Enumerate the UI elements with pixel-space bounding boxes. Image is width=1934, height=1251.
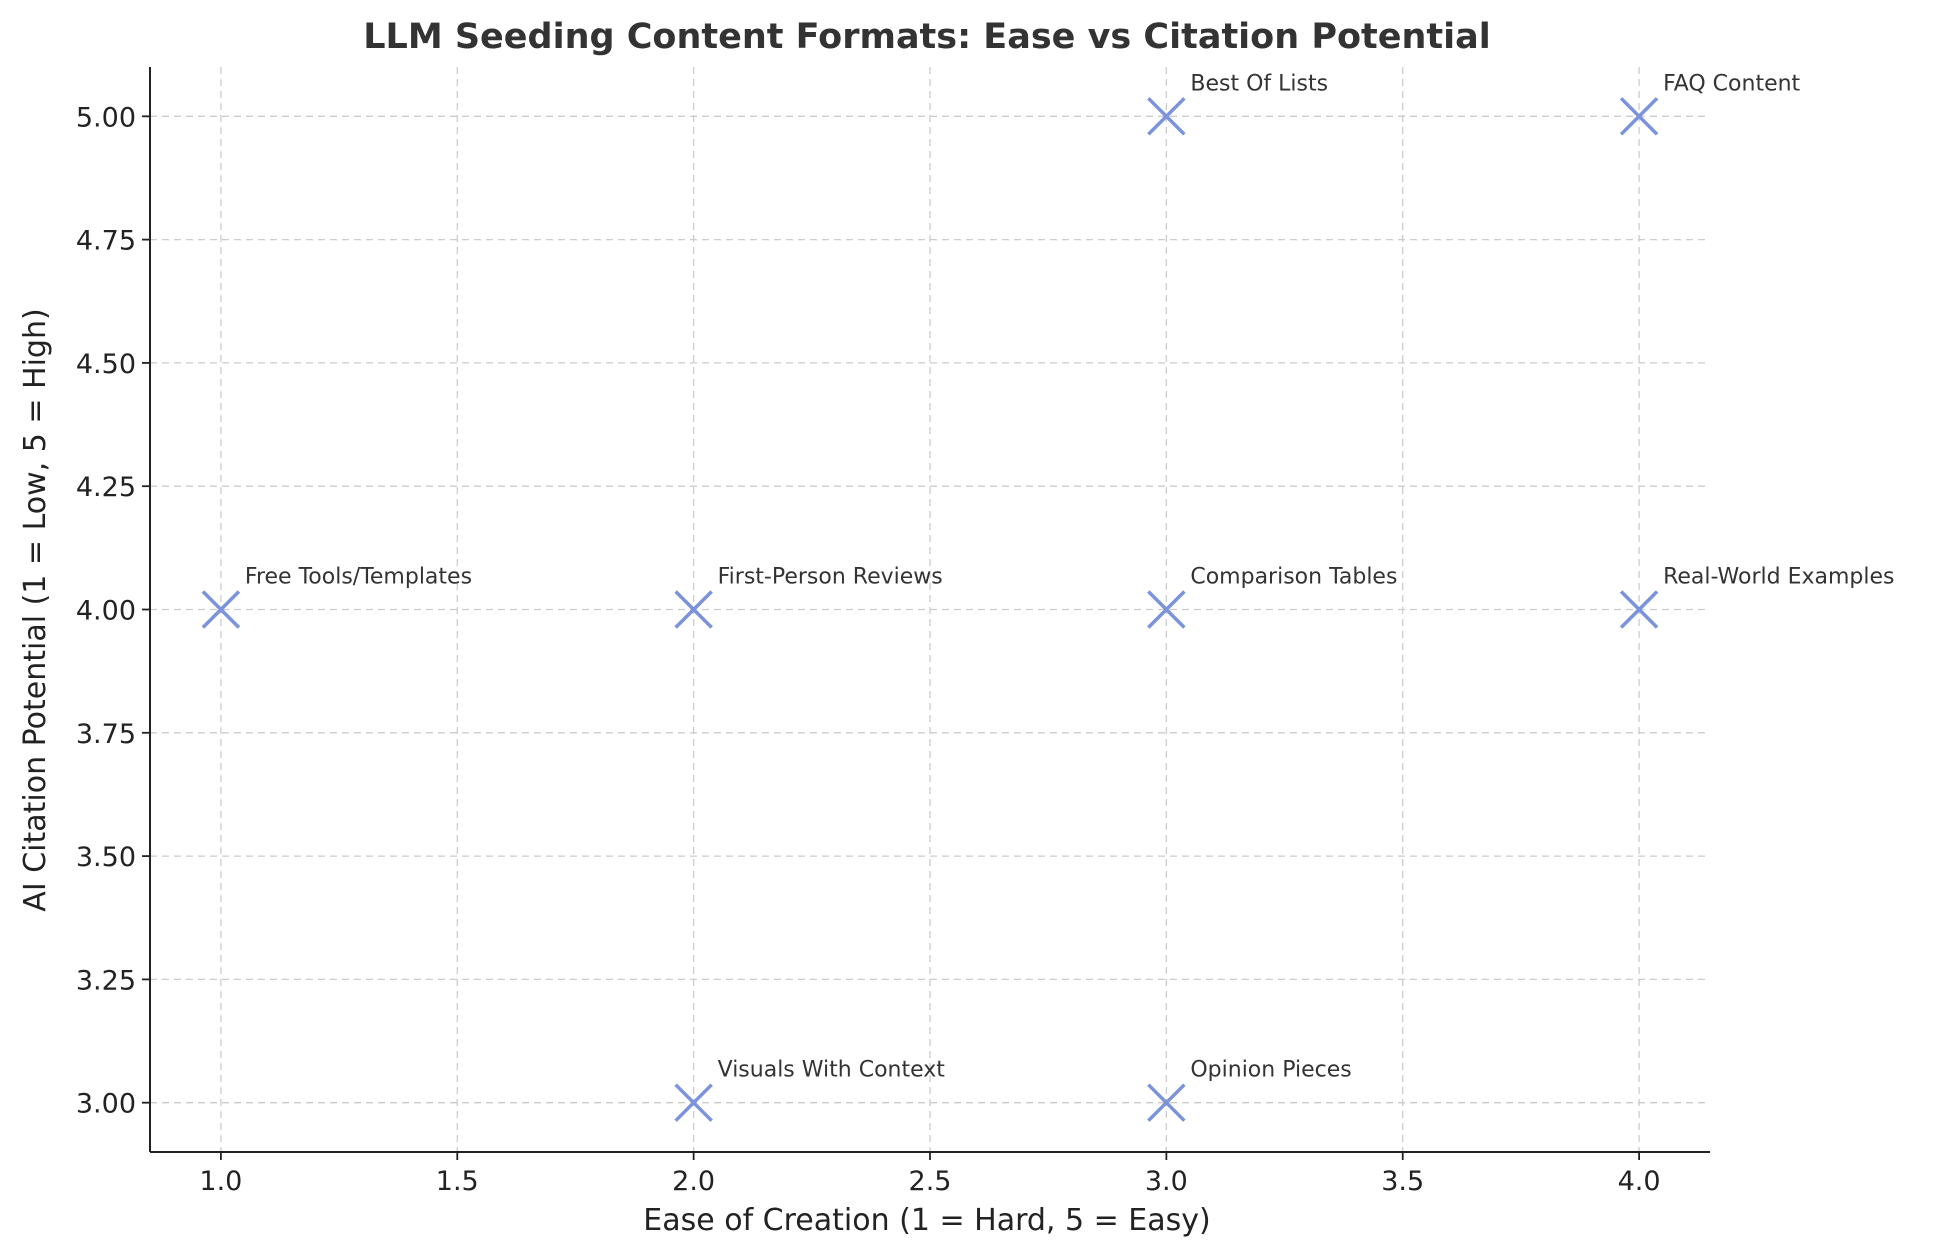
x-marker-stroke: [201, 590, 241, 629]
point-label: First-Person Reviews: [718, 565, 943, 590]
data-point: Free Tools/Templates: [201, 565, 472, 629]
point-label: FAQ Content: [1663, 71, 1800, 96]
y-tick-label: 5.00: [76, 102, 136, 133]
point-label: Best Of Lists: [1190, 71, 1328, 96]
x-marker-stroke: [1147, 1083, 1186, 1122]
data-point: FAQ Content: [1619, 71, 1801, 136]
tick-labels: 1.0 1.5 2.0 2.5 3.0 3.5 4.0 3.00 3.25 3.50 3.75 4.0…: [76, 102, 1661, 1197]
y-tick-label: 4.50: [76, 349, 136, 380]
x-marker-stroke: [1147, 590, 1186, 629]
y-tick-label: 3.75: [76, 719, 136, 750]
point-label: Opinion Pieces: [1190, 1058, 1351, 1083]
x-tick-label: 2.5: [909, 1166, 952, 1197]
y-tick-label: 4.00: [76, 596, 136, 627]
data-point: Best Of Lists: [1147, 71, 1328, 136]
x-tick-label: 3.5: [1381, 1166, 1424, 1197]
x-marker-stroke: [674, 1083, 713, 1122]
grid-lines: [150, 67, 1710, 1152]
point-label: Comparison Tables: [1190, 565, 1397, 590]
point-label: Visuals With Context: [718, 1058, 946, 1083]
y-tick-label: 3.25: [76, 965, 136, 996]
point-label: Free Tools/Templates: [245, 565, 472, 590]
x-tick-label: 1.0: [199, 1166, 242, 1197]
x-axis-label: Ease of Creation (1 = Hard, 5 = Easy): [643, 1203, 1210, 1238]
x-tick-label: 3.0: [1145, 1166, 1188, 1197]
data-point: Visuals With Context: [674, 1058, 946, 1122]
y-tick-label: 3.00: [76, 1089, 136, 1120]
y-tick-label: 3.50: [76, 842, 136, 873]
axes: [142, 67, 1710, 1160]
x-marker-stroke: [1147, 97, 1186, 136]
x-tick-label: 2.0: [672, 1166, 715, 1197]
data-points: Best Of Lists FAQ Content Free Tools/Templ…: [201, 71, 1895, 1122]
data-point: Comparison Tables: [1147, 565, 1397, 629]
chart-title: LLM Seeding Content Formats: Ease vs Cit…: [363, 17, 1491, 57]
y-axis-label: AI Citation Potential (1 = Low, 5 = High…: [18, 308, 53, 911]
x-tick-label: 1.5: [436, 1166, 479, 1197]
data-point: First-Person Reviews: [674, 565, 943, 629]
x-marker-stroke: [674, 590, 713, 629]
data-point: Real-World Examples: [1619, 565, 1895, 629]
x-marker-stroke: [1619, 590, 1659, 629]
x-tick-label: 4.0: [1618, 1166, 1661, 1197]
data-point: Opinion Pieces: [1147, 1058, 1352, 1122]
y-tick-label: 4.75: [76, 226, 136, 257]
y-tick-label: 4.25: [76, 472, 136, 503]
x-marker-stroke: [1619, 97, 1659, 136]
point-label: Real-World Examples: [1663, 565, 1894, 590]
